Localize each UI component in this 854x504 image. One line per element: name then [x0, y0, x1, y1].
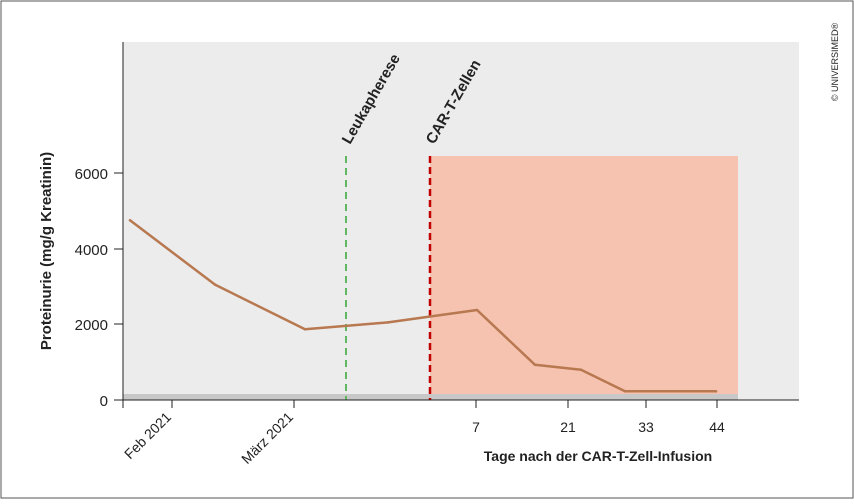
data-point [623, 390, 627, 393]
x-day-tick-label: 21 [560, 419, 576, 435]
data-point [303, 328, 307, 331]
x-day-tick-label: 33 [638, 419, 654, 435]
y-tick-label: 0 [100, 393, 108, 410]
y-axis-title: Proteinurie (mg/g Kreatinin) [38, 152, 55, 350]
treatment-region [430, 156, 738, 400]
data-point [714, 390, 718, 393]
series-layer [128, 219, 718, 393]
baseline-band [123, 394, 738, 400]
x-day-tick-label: 44 [709, 419, 725, 435]
data-point [213, 283, 217, 286]
data-point [475, 308, 479, 312]
data-point [386, 321, 390, 324]
data-point [128, 219, 132, 222]
y-tick-label: 6000 [75, 166, 108, 183]
data-point [579, 368, 583, 372]
y-tick-label: 2000 [75, 317, 108, 334]
y-tick-label: 4000 [75, 242, 108, 259]
x-axis-title: Tage nach der CAR-T-Zell-Infusion [484, 448, 712, 464]
data-point [533, 363, 537, 367]
y-axis: 6000 4000 2000 0 [75, 42, 124, 410]
watermark: © UNIVERSIMED® [830, 23, 840, 102]
x-day-tick-label: 7 [472, 419, 480, 435]
